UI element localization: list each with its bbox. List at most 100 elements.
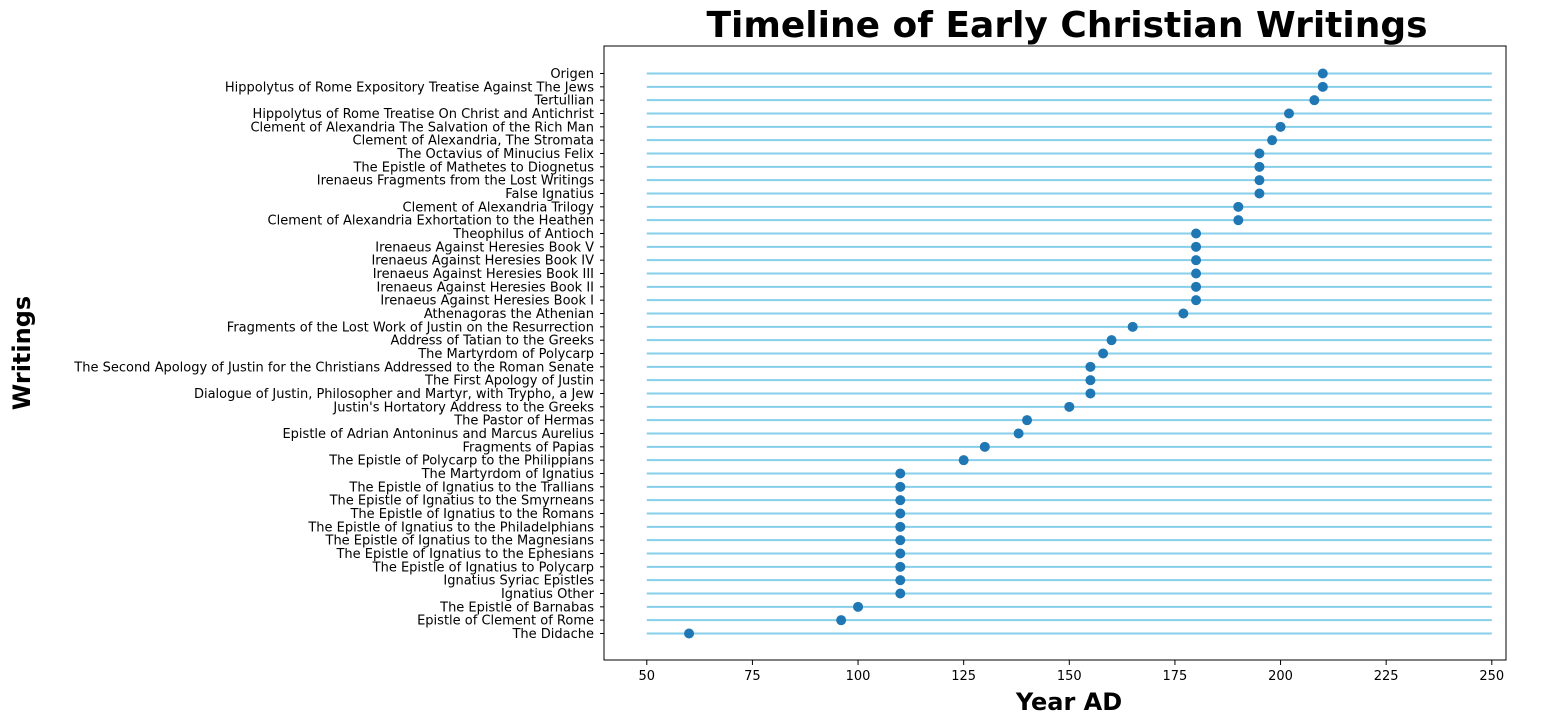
y-tick-label: The Epistle of Barnabas xyxy=(439,600,594,615)
data-point xyxy=(1191,281,1202,292)
x-tick-label: 175 xyxy=(1163,669,1188,684)
y-tick-label: The Epistle of Ignatius to the Smyrneans xyxy=(329,494,595,509)
y-tick-label: Clement of Alexandria The Salvation of t… xyxy=(250,120,594,135)
y-tick-label: Dialogue of Justin, Philosopher and Mart… xyxy=(194,387,594,402)
data-point xyxy=(1085,388,1096,399)
x-tick-label: 225 xyxy=(1374,669,1399,684)
data-point xyxy=(895,535,906,546)
y-tick-label: The Epistle of Ignatius to the Romans xyxy=(349,507,594,522)
data-point xyxy=(1098,348,1109,359)
y-tick-label: Athenagoras the Athenian xyxy=(424,307,594,322)
y-tick-label: Fragments of the Lost Work of Justin on … xyxy=(227,320,594,335)
x-tick-label: 125 xyxy=(951,669,976,684)
x-tick-label: 250 xyxy=(1479,669,1504,684)
y-tick-label: Epistle of Adrian Antoninus and Marcus A… xyxy=(282,427,594,442)
data-point xyxy=(895,521,906,532)
y-tick-label: Address of Tatian to the Greeks xyxy=(391,334,595,349)
data-point xyxy=(1064,401,1075,412)
data-point xyxy=(1233,201,1244,212)
y-tick-label: Irenaeus Fragments from the Lost Writing… xyxy=(317,174,594,189)
data-point xyxy=(1275,121,1286,132)
range-lines xyxy=(646,72,1492,635)
data-point xyxy=(1254,148,1265,159)
data-point xyxy=(1191,295,1202,306)
x-tick-label: 50 xyxy=(639,669,656,684)
data-point xyxy=(1317,68,1328,79)
data-point xyxy=(1022,415,1033,426)
y-tick-label: Irenaeus Against Heresies Book III xyxy=(373,267,594,282)
y-tick-label: Justin's Hortatory Address to the Greeks xyxy=(332,400,594,415)
y-tick-label: The Epistle of Ignatius to the Magnesian… xyxy=(325,534,595,549)
y-tick-label: Epistle of Clement of Rome xyxy=(417,614,594,629)
data-point xyxy=(1254,175,1265,186)
y-tick-label: Irenaeus Against Heresies Book V xyxy=(375,240,594,255)
x-ticks: 50 75 100 125 150 175 200 225 250 xyxy=(639,660,1504,684)
y-tick-label: Clement of Alexandria Trilogy xyxy=(403,200,595,215)
x-tick-label: 75 xyxy=(744,669,761,684)
data-point xyxy=(1309,95,1320,106)
x-tick-label: 100 xyxy=(846,669,871,684)
data-point xyxy=(1191,268,1202,279)
data-point xyxy=(1085,375,1096,386)
data-point xyxy=(1317,81,1328,92)
data-point xyxy=(1178,308,1189,319)
y-tick-label: Irenaeus Against Heresies Book I xyxy=(380,294,594,309)
y-tick-label: The Epistle of Ignatius to the Philadelp… xyxy=(307,520,594,535)
y-tick-label: Ignatius Syriac Epistles xyxy=(443,574,594,589)
data-point xyxy=(1254,161,1265,172)
y-tick-label: Ignatius Other xyxy=(501,587,595,602)
data-point xyxy=(1233,215,1244,226)
y-tick-label: Theophilus of Antioch xyxy=(452,227,594,242)
data-point xyxy=(1254,188,1265,199)
y-tick-label: The Epistle of Mathetes to Diognetus xyxy=(352,160,594,175)
data-markers xyxy=(684,68,1328,639)
y-tick-label: False Ignatius xyxy=(505,187,594,202)
y-tick-label: The Octavius of Minucius Felix xyxy=(396,147,594,162)
data-point xyxy=(895,561,906,572)
y-tick-label: Tertullian xyxy=(534,94,594,109)
data-point xyxy=(895,468,906,479)
data-point xyxy=(1085,361,1096,372)
data-point xyxy=(1106,335,1117,346)
data-point xyxy=(1191,241,1202,252)
y-tick-label: Origen xyxy=(550,67,594,82)
data-point xyxy=(895,548,906,559)
data-point xyxy=(958,455,969,466)
x-tick-label: 150 xyxy=(1057,669,1082,684)
y-tick-label: The Epistle of Ignatius to Polycarp xyxy=(372,560,594,575)
data-point xyxy=(1284,108,1294,119)
y-tick-label: Clement of Alexandria, The Stromata xyxy=(353,134,594,149)
y-tick-label: Irenaeus Against Heresies Book II xyxy=(377,280,594,295)
data-point xyxy=(1127,321,1138,332)
data-point xyxy=(1013,428,1024,439)
y-tick-label: The Epistle of Ignatius to the Trallians xyxy=(348,480,594,495)
data-point xyxy=(1191,255,1202,266)
data-point xyxy=(684,628,695,639)
y-tick-label: Hippolytus of Rome Expository Treatise A… xyxy=(225,80,594,95)
y-tick-label: The Epistle of Ignatius to the Ephesians xyxy=(335,547,594,562)
data-point xyxy=(895,481,906,492)
y-tick-label: The Martyrdom of Polycarp xyxy=(417,347,594,362)
y-tick-label: The Second Apology of Justin for the Chr… xyxy=(73,360,594,375)
y-tick-label: Hippolytus of Rome Treatise On Christ an… xyxy=(253,107,594,122)
y-tick-label: Fragments of Papias xyxy=(463,440,595,455)
y-axis-label: Writings xyxy=(8,296,36,410)
y-tick-label: The Epistle of Polycarp to the Philippia… xyxy=(328,454,594,469)
data-point xyxy=(895,588,906,599)
x-tick-label: 200 xyxy=(1268,669,1293,684)
data-point xyxy=(895,508,906,519)
data-point xyxy=(853,601,864,612)
y-tick-label: The Didache xyxy=(511,627,594,642)
data-point xyxy=(1267,135,1278,146)
data-point xyxy=(836,615,847,626)
chart-title: Timeline of Early Christian Writings xyxy=(706,5,1427,46)
y-tick-label: Irenaeus Against Heresies Book IV xyxy=(371,254,594,269)
data-point xyxy=(1191,228,1202,239)
data-point xyxy=(979,441,990,452)
y-tick-label: The Martyrdom of Ignatius xyxy=(421,467,595,482)
y-tick-label: The First Apology of Justin xyxy=(424,374,594,389)
y-tick-label: Clement of Alexandria Exhortation to the… xyxy=(268,214,594,229)
y-tick-label: The Pastor of Hermas xyxy=(453,414,594,429)
